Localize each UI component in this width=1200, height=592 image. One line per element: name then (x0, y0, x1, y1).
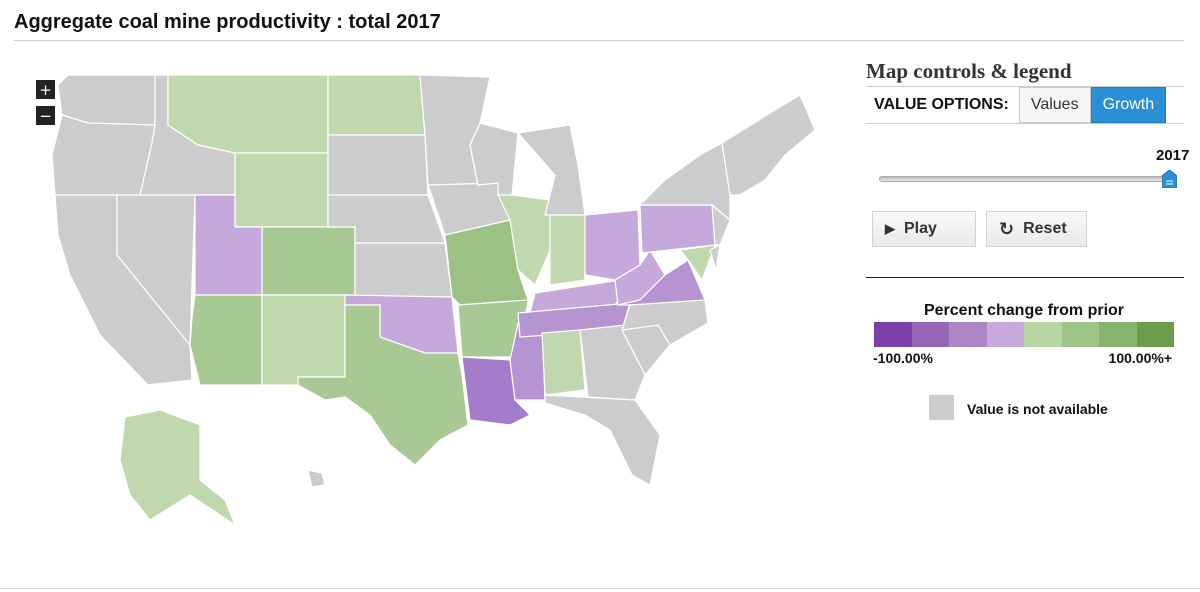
year-label: 2017 (1156, 147, 1190, 164)
legend-max-label: 100.00%+ (1108, 350, 1172, 366)
year-slider-handle-icon[interactable] (1161, 170, 1177, 188)
state-NC[interactable] (621, 299, 709, 346)
state-WA[interactable] (57, 74, 156, 126)
reset-icon: ↻ (999, 218, 1015, 240)
bottom-divider (0, 588, 1200, 589)
state-MD[interactable] (678, 244, 716, 282)
state-PA[interactable] (639, 204, 716, 254)
state-AK[interactable] (119, 409, 237, 527)
value-options-row: VALUE OPTIONS: Values Growth (866, 86, 1184, 124)
zoom-in-button[interactable]: + (36, 80, 55, 99)
legend-divider (866, 277, 1184, 278)
legend-color-step (949, 322, 987, 347)
year-slider-track[interactable] (879, 176, 1175, 182)
play-button[interactable]: ▶ Play (872, 211, 976, 247)
state-SD[interactable] (327, 134, 429, 196)
legend-color-step (1099, 322, 1137, 347)
state-KS[interactable] (354, 242, 453, 298)
state-FL[interactable] (544, 394, 661, 486)
state-WI[interactable] (469, 122, 519, 196)
state-OR[interactable] (51, 114, 156, 196)
not-available-label: Value is not available (967, 401, 1108, 417)
reset-button[interactable]: ↻ Reset (986, 211, 1087, 247)
state-AZ[interactable] (189, 294, 263, 386)
play-label: Play (904, 220, 937, 237)
panel-title: Map controls & legend (866, 59, 1072, 83)
legend-min-label: -100.00% (873, 350, 933, 366)
legend-color-step (1061, 322, 1099, 347)
title-divider (14, 40, 1184, 41)
us-states-map[interactable] (40, 55, 830, 535)
zoom-out-button[interactable]: − (36, 106, 55, 125)
state-TX[interactable] (297, 304, 469, 466)
state-CO[interactable] (261, 226, 356, 296)
page-title: Aggregate coal mine productivity : total… (14, 11, 441, 33)
state-NE_states[interactable] (721, 94, 816, 196)
legend-color-step (1024, 322, 1062, 347)
values-option-button[interactable]: Values (1018, 87, 1091, 123)
legend-color-step (911, 322, 949, 347)
legend-color-step (986, 322, 1024, 347)
state-NM[interactable] (261, 294, 346, 386)
legend-color-step (874, 322, 912, 347)
state-WY[interactable] (234, 152, 329, 228)
state-IN[interactable] (549, 214, 586, 286)
legend-color-step (1136, 322, 1174, 347)
legend-color-scale (874, 322, 1174, 347)
play-icon: ▶ (885, 221, 895, 236)
state-IL[interactable] (497, 194, 551, 286)
not-available-swatch (929, 395, 954, 420)
state-DE[interactable] (709, 243, 721, 271)
value-options-label: VALUE OPTIONS: (874, 96, 1009, 113)
map-controls-panel: Map controls & legend VALUE OPTIONS: Val… (866, 56, 1184, 124)
state-ND[interactable] (327, 74, 426, 136)
state-AL[interactable] (541, 329, 586, 396)
state-MT[interactable] (167, 74, 329, 154)
growth-option-button[interactable]: Growth (1090, 87, 1167, 123)
state-HI[interactable] (307, 469, 326, 488)
reset-label: Reset (1023, 220, 1067, 237)
legend-title: Percent change from prior (923, 302, 1125, 319)
